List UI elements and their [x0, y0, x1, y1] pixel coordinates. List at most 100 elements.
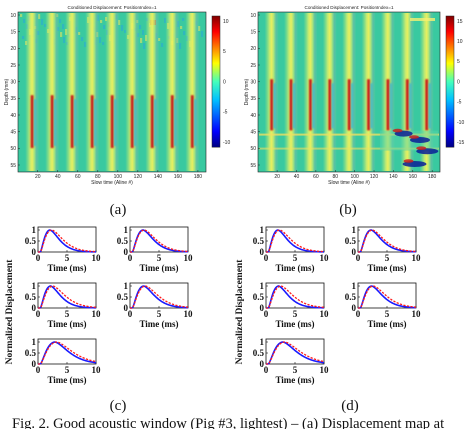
hm-b-xtick-label: 20	[274, 174, 280, 180]
group-d-ytick-label: 1	[260, 225, 265, 235]
hm-a-focal-streak	[170, 95, 174, 148]
hm-b-xlabel: Slow time (Aline #)	[328, 180, 370, 186]
hm-b-ytick-label: 35	[250, 96, 256, 102]
group-d-ytick-label: 0	[260, 247, 265, 257]
hm-a-colorbar-tick: 10	[223, 19, 229, 25]
hm-b-ytick-label: 45	[250, 129, 256, 135]
hm-b-colorbar-tick: -5	[457, 100, 462, 106]
hm-a-focal-streak	[190, 95, 194, 148]
hm-a-xtick-label: 60	[75, 174, 81, 180]
group-d-xtick-label: 5	[293, 365, 298, 375]
group-d-axes	[357, 282, 417, 309]
group-c-series-red	[130, 229, 189, 253]
group-d-xlabel: Time (ms)	[367, 263, 406, 273]
hm-b-colorbar-tick: 15	[457, 19, 463, 25]
group-c-xtick-label: 10	[92, 253, 102, 263]
hm-b-ytick-label: 15	[250, 29, 256, 35]
group-c-ytick-label: 1	[32, 337, 37, 347]
group-c-xtick-label: 5	[157, 309, 162, 319]
group-c-xtick-label: 0	[36, 253, 41, 263]
hm-a-xlabel: Slow time (Aline #)	[91, 180, 133, 186]
hm-a-xtick-label: 180	[194, 174, 203, 180]
group-c-xlabel: Time (ms)	[47, 263, 86, 273]
group-d-ytick-label: 1	[352, 281, 357, 291]
hm-a-colorbar-tick: 5	[223, 49, 226, 55]
hm-b-ytick-label: 40	[250, 113, 256, 119]
group-d-ytick-label: 0.5	[253, 292, 265, 302]
hm-b-focal-streak	[289, 79, 293, 131]
group-c-xlabel: Time (ms)	[139, 319, 178, 329]
hm-b-colorbar-tick: -15	[457, 140, 464, 146]
hm-a-colorbar-tick: -5	[223, 110, 228, 116]
group-c-series-blue	[130, 285, 189, 309]
group-d-series-blue	[266, 285, 325, 309]
group-d-xtick-label: 0	[264, 309, 269, 319]
hm-b-title: Conditioned Displacement: PositionIndex=…	[305, 5, 394, 10]
hm-b-xtick-label: 120	[370, 174, 379, 180]
hm-a-focal-streak	[50, 95, 54, 148]
label-c: (c)	[110, 398, 127, 414]
group-d-ytick-label: 0	[260, 303, 265, 313]
group-d-ylabel: Normalized Displacement	[235, 259, 245, 365]
group-d-ytick-label: 1	[352, 225, 357, 235]
group-d-xtick-label: 5	[385, 253, 390, 263]
group-c-xtick-label: 0	[128, 253, 133, 263]
hm-b-focal-streak	[405, 79, 409, 131]
group-d-series-blue	[358, 285, 417, 309]
group-c-ytick-label: 0	[32, 303, 37, 313]
group-c-xlabel: Time (ms)	[47, 319, 86, 329]
hm-b-focal-streak	[386, 79, 390, 131]
group-c-ytick-label: 0.5	[117, 292, 129, 302]
hm-a-ytick-label: 20	[10, 46, 16, 52]
hm-a-title: Conditioned Displacement: PositionIndex=…	[68, 5, 157, 10]
group-c-series-blue	[38, 285, 97, 309]
hm-b-ytick-label: 55	[250, 163, 256, 169]
group-c-ytick-label: 0	[32, 247, 37, 257]
hm-b-xtick-label: 80	[332, 174, 338, 180]
hm-b-focal-streak	[270, 79, 274, 131]
hm-a-xtick-label: 120	[134, 174, 143, 180]
hm-a-ytick-label: 55	[10, 163, 16, 169]
hm-b-artifacts	[259, 18, 439, 167]
group-d-series-blue	[266, 341, 325, 365]
group-d-ytick-label: 0	[260, 359, 265, 369]
hm-a-ylabel: Depth (mm)	[4, 78, 10, 105]
group-d-xtick-label: 10	[320, 253, 330, 263]
label-a: (a)	[110, 202, 127, 218]
hm-a-colorbar-tick: 0	[223, 79, 226, 85]
hm-a-ytick-label: 40	[10, 113, 16, 119]
hm-a-focal-streak	[110, 95, 114, 148]
hm-b-xtick-label: 140	[389, 174, 398, 180]
hm-a-colorbar	[211, 15, 221, 148]
group-d-xtick-label: 10	[412, 253, 422, 263]
group-c-xtick-label: 10	[92, 365, 102, 375]
hm-b-colorbar-tick: 10	[457, 39, 463, 45]
hm-a-focal-streak	[70, 95, 74, 148]
group-d-xlabel: Time (ms)	[275, 319, 314, 329]
hm-a-ytick-label: 45	[10, 129, 16, 135]
heatmap-a: Conditioned Displacement: PositionIndex=…	[4, 5, 230, 186]
hm-a-focal-streak	[90, 95, 94, 148]
hm-b-xtick-label: 40	[294, 174, 300, 180]
hm-a-ytick-label: 30	[10, 79, 16, 85]
group-d-series-blue	[266, 229, 325, 253]
group-c-xtick-label: 5	[65, 365, 70, 375]
group-c-series-red	[38, 285, 97, 309]
hm-a-xtick-label: 40	[55, 174, 61, 180]
group-c-series-blue	[38, 341, 97, 365]
hm-a-ytick-label: 35	[10, 96, 16, 102]
hm-a-focal-streak	[130, 95, 134, 148]
hm-b-focal-streak	[328, 79, 332, 131]
group-d-ytick-label: 0.5	[345, 292, 357, 302]
group-c-ytick-label: 0	[32, 359, 37, 369]
group-c-xtick-label: 5	[65, 253, 70, 263]
hm-b-xtick-label: 60	[313, 174, 319, 180]
group-d-series-red	[358, 229, 417, 253]
